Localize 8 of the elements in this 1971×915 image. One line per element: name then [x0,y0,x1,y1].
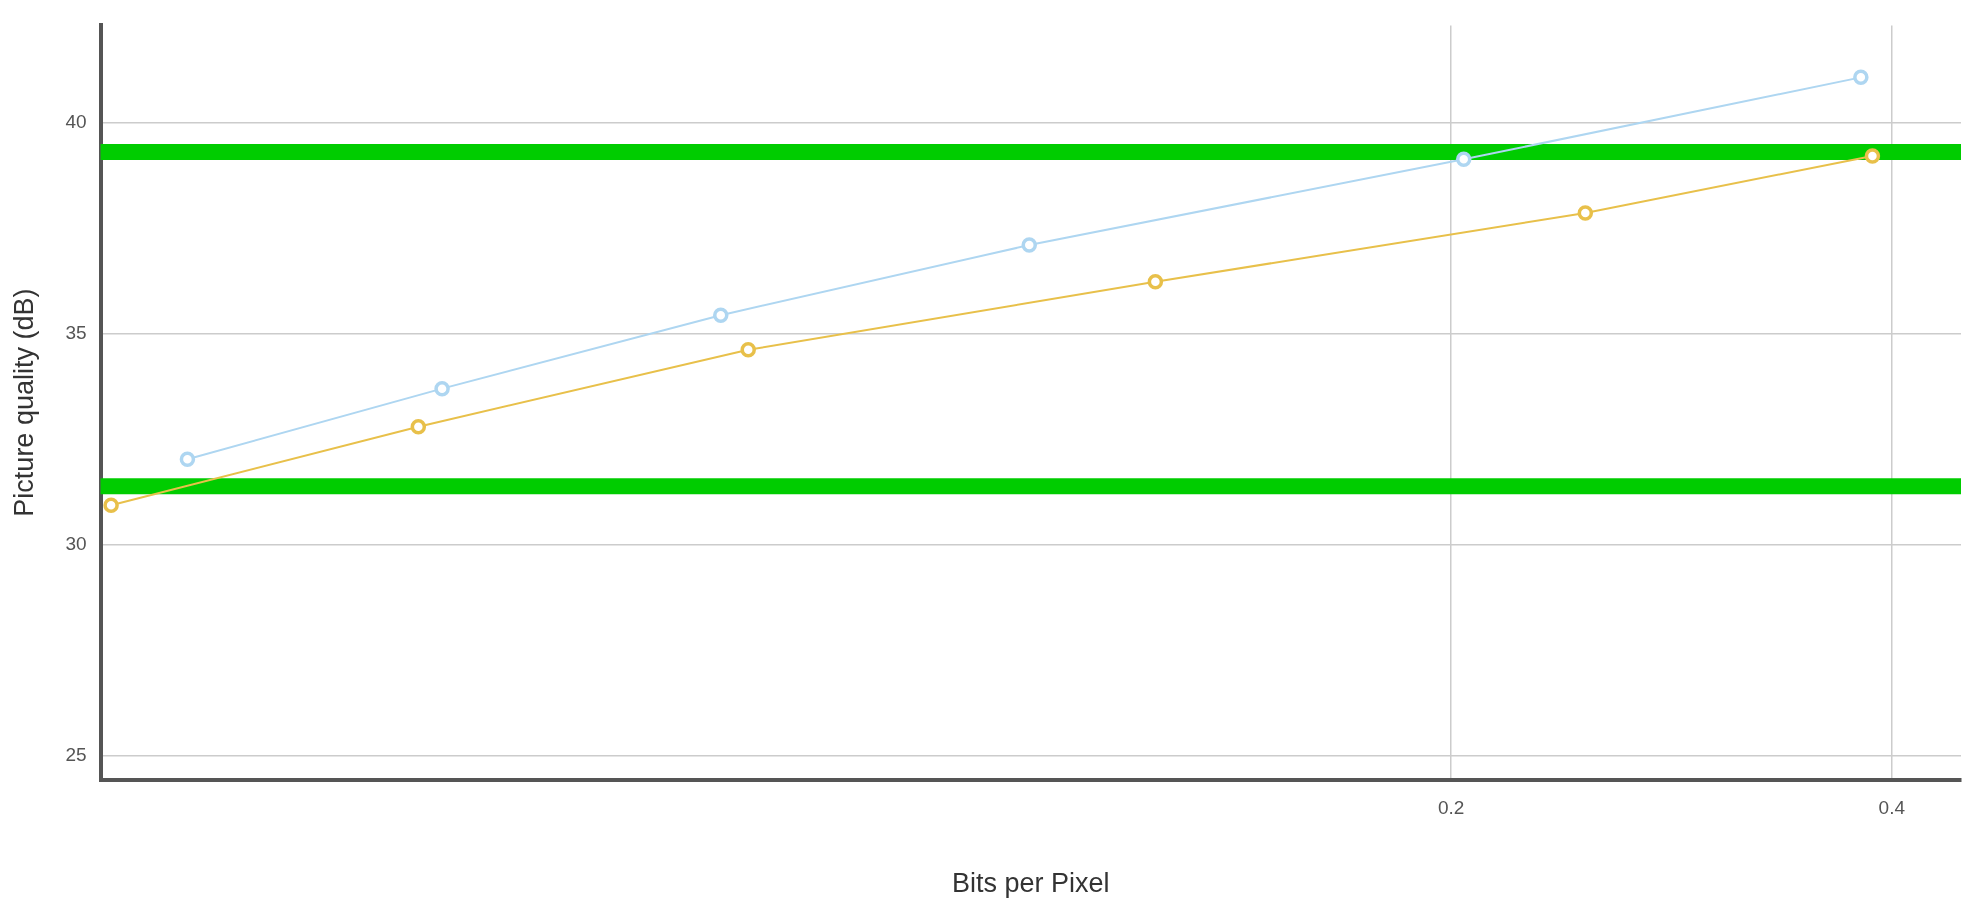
x-axis-title: Bits per Pixel [951,868,1110,899]
y-tick-label: 25 [65,744,87,766]
y-tick-label: 40 [65,110,87,132]
y-tick-label: 30 [65,533,87,555]
y-axis-title: Picture quality (dB) [8,288,39,517]
y-tick-label: 35 [65,321,87,343]
x-tick-label: 0.4 [1878,797,1906,819]
x-tick-label: 0.2 [1437,797,1465,819]
